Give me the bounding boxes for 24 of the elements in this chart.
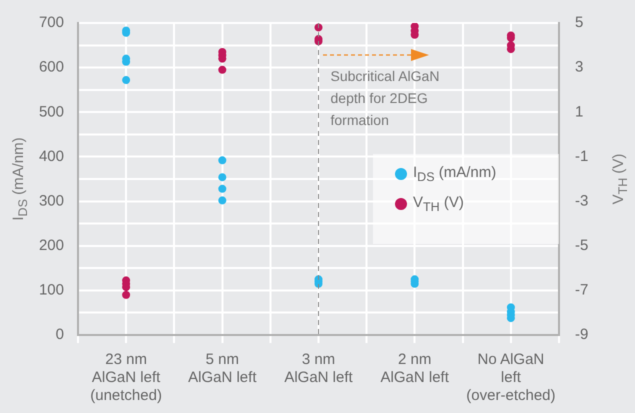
x-tick-label: No AlGaN left (over-etched)	[466, 351, 556, 404]
x-tick-label: 3 nm AlGaN left	[284, 351, 354, 386]
y2-tick-label: 3	[575, 58, 584, 76]
x-tick-label: 2 nm AlGaN left	[380, 351, 450, 386]
y-tick-label: 0	[56, 326, 64, 344]
y2-tick-label: 5	[575, 14, 584, 32]
annotation: Subcritical AlGaN depth for 2DEG formation	[330, 67, 440, 130]
legend-label: I$_{DS}$ (mA/nm)	[413, 164, 496, 184]
y-tick-label: 300	[38, 192, 64, 210]
y-tick-label: 700	[38, 14, 64, 32]
y2-tick-label: -7	[575, 282, 588, 299]
y2-tick-label: -1	[575, 148, 588, 165]
y-tick-label: 200	[38, 237, 64, 254]
y2-tick-label: -9	[575, 326, 588, 344]
y2-tick-label: -5	[575, 237, 588, 254]
y2-tick-label: 1	[575, 103, 584, 120]
y-tick-label: 400	[38, 148, 64, 165]
x-tick-label: 5 nm AlGaN left	[188, 351, 258, 386]
y2-tick-label: -3	[575, 192, 588, 210]
y-tick-label: 500	[38, 103, 64, 120]
legend-label: V$_{TH}$ (V)	[413, 194, 464, 214]
y-tick-label: 600	[38, 58, 64, 76]
x-tick-label: 23 nm AlGaN left (unetched)	[90, 351, 162, 404]
y-tick-label: 100	[38, 282, 64, 299]
